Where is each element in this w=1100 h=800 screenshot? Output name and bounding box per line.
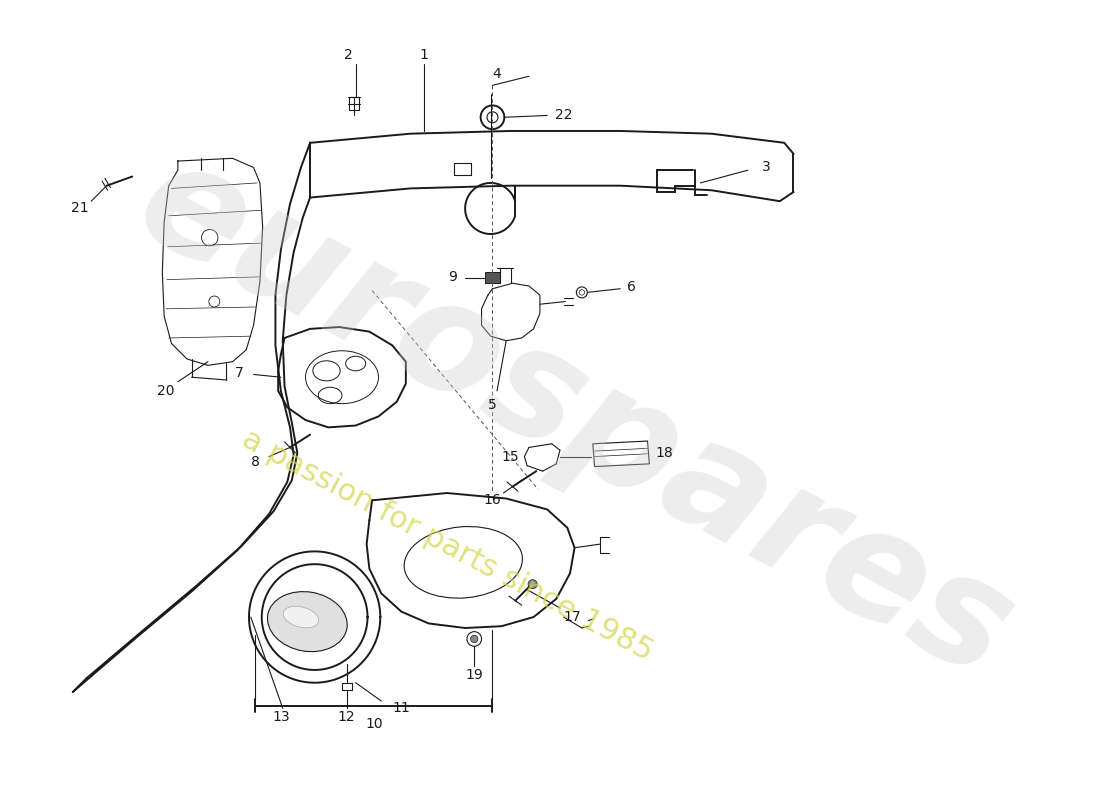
Text: 2: 2	[344, 48, 353, 62]
Text: 17: 17	[564, 610, 582, 624]
Text: 8: 8	[251, 455, 260, 469]
Text: 7: 7	[234, 366, 243, 380]
Text: 15: 15	[502, 450, 519, 463]
Text: 9: 9	[448, 270, 456, 284]
Text: eurospares: eurospares	[113, 126, 1036, 710]
Polygon shape	[485, 272, 499, 283]
Text: 16: 16	[484, 494, 502, 507]
Text: 18: 18	[656, 446, 673, 460]
Text: 11: 11	[393, 702, 410, 715]
Circle shape	[528, 580, 537, 589]
Text: a passion for parts since 1985: a passion for parts since 1985	[236, 425, 658, 667]
Text: 19: 19	[465, 669, 483, 682]
Text: 4: 4	[493, 66, 502, 81]
Text: 1: 1	[419, 48, 429, 62]
Text: 3: 3	[761, 161, 770, 174]
Text: 21: 21	[72, 202, 89, 215]
Text: 12: 12	[338, 710, 355, 724]
Text: 22: 22	[554, 107, 572, 122]
Text: 10: 10	[365, 717, 383, 730]
Ellipse shape	[283, 606, 319, 628]
Text: 5: 5	[488, 398, 497, 411]
Ellipse shape	[267, 592, 348, 652]
Text: 6: 6	[627, 280, 636, 294]
Circle shape	[471, 635, 477, 642]
Text: 20: 20	[157, 384, 175, 398]
Text: 13: 13	[272, 710, 289, 724]
